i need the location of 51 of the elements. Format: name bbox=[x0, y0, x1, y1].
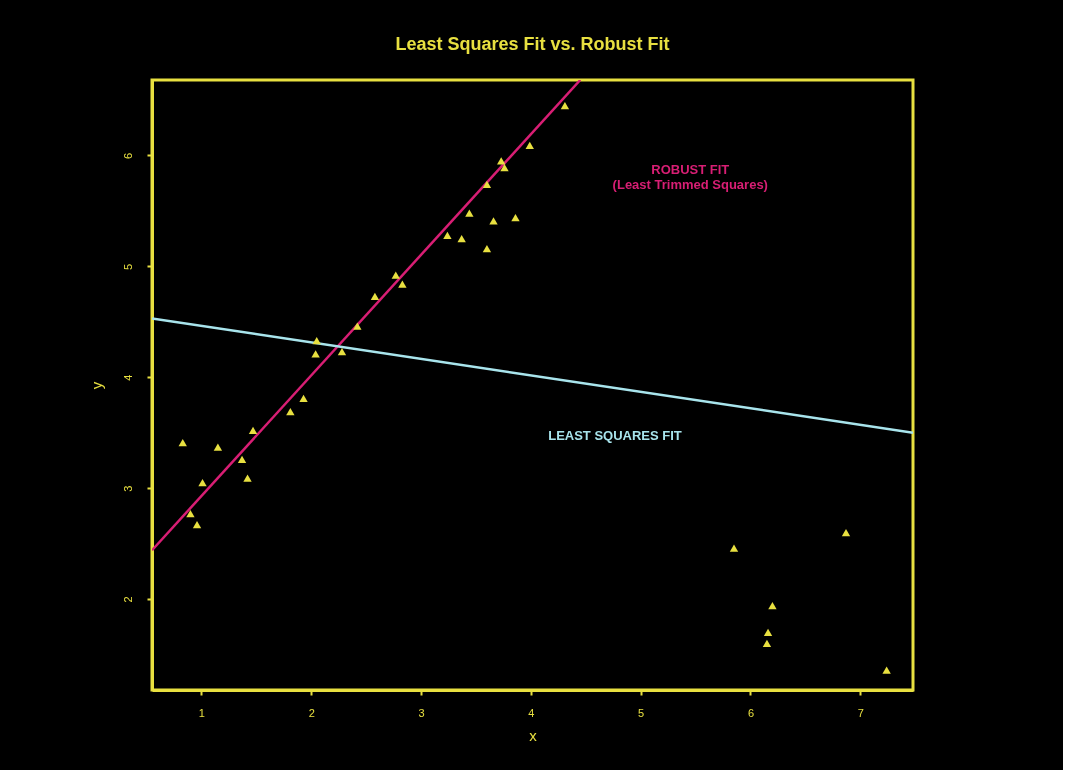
point bbox=[497, 157, 506, 165]
x-axis-title: x bbox=[529, 726, 538, 744]
point bbox=[763, 628, 773, 636]
point bbox=[525, 141, 534, 150]
y-tick-label: 2 bbox=[121, 596, 134, 603]
point bbox=[286, 408, 295, 416]
point bbox=[370, 292, 380, 300]
point bbox=[882, 666, 891, 674]
point bbox=[237, 455, 247, 463]
text: ROBUST FIT (Least Trimmed Squares) bbox=[612, 162, 768, 192]
point bbox=[500, 164, 509, 172]
point bbox=[311, 350, 320, 358]
point bbox=[489, 217, 498, 225]
y-tick-label: 6 bbox=[121, 152, 134, 159]
point bbox=[299, 394, 308, 402]
y-axis-title: y bbox=[87, 381, 105, 390]
x-tick-label: 4 bbox=[528, 706, 535, 719]
x-tick-label: 7 bbox=[857, 706, 864, 719]
x-tick-label: 2 bbox=[308, 706, 315, 719]
point bbox=[465, 209, 474, 217]
x-tick-label: 3 bbox=[418, 706, 425, 719]
y-tick-label: 3 bbox=[121, 485, 134, 492]
point bbox=[186, 510, 195, 518]
point bbox=[198, 478, 207, 487]
point bbox=[457, 234, 466, 243]
point bbox=[482, 244, 492, 253]
point bbox=[312, 337, 321, 345]
point bbox=[337, 348, 347, 356]
point bbox=[213, 443, 223, 451]
x-tick-label: 5 bbox=[638, 706, 645, 719]
point bbox=[398, 280, 407, 288]
y-tick-label: 5 bbox=[121, 263, 134, 270]
point bbox=[511, 213, 520, 222]
x-tick-label: 6 bbox=[747, 706, 755, 719]
point bbox=[482, 180, 492, 188]
point bbox=[353, 322, 362, 330]
x-tick-label: 1 bbox=[198, 706, 205, 719]
point bbox=[192, 521, 202, 529]
point bbox=[841, 528, 851, 537]
point bbox=[762, 639, 772, 648]
y-tick-label: 4 bbox=[121, 374, 134, 381]
point bbox=[178, 439, 187, 447]
point bbox=[391, 271, 400, 279]
point bbox=[243, 474, 252, 482]
chart-title: Least Squares Fit vs. Robust Fit bbox=[395, 34, 670, 54]
point bbox=[248, 426, 258, 435]
text: LEAST SQUARES FIT bbox=[548, 427, 682, 443]
point bbox=[729, 544, 739, 552]
point bbox=[560, 101, 570, 110]
point bbox=[443, 231, 452, 239]
point bbox=[768, 602, 777, 610]
